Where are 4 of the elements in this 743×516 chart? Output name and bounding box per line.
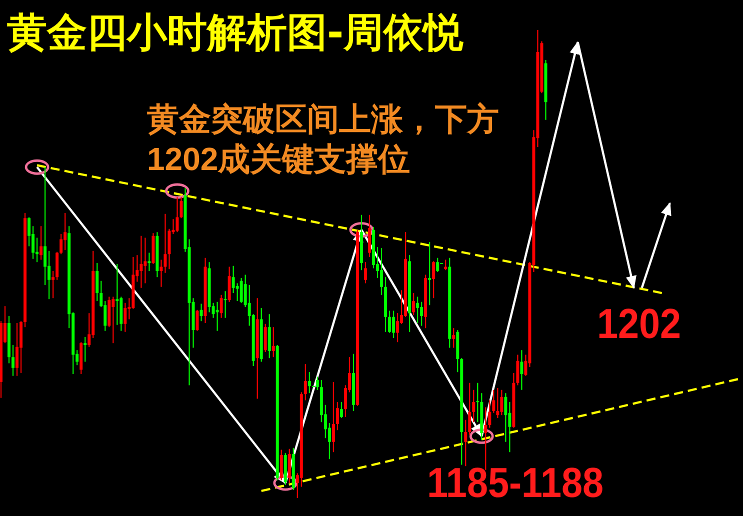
annotation: 1202: [597, 301, 682, 348]
title: 黄金四小时解析图-周依悦: [7, 10, 464, 56]
annotation: 黄金突破区间上涨，下方1202成关键支撑位: [147, 100, 500, 179]
annotation: 1185-1188: [427, 460, 604, 506]
